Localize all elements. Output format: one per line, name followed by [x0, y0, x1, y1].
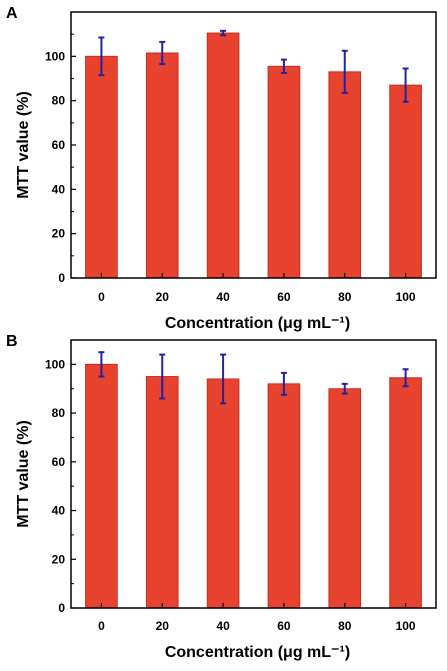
bar — [389, 84, 422, 279]
bar — [85, 363, 118, 609]
bar — [85, 55, 118, 279]
bar — [267, 65, 301, 279]
x-tick-label: 100 — [396, 290, 416, 304]
y-axis-title: MTT value (%) — [15, 91, 32, 199]
x-tick-label: 0 — [98, 290, 105, 304]
x-axis-title: Concentration (μg mL⁻¹) — [165, 315, 350, 332]
y-tick-label: 20 — [52, 227, 66, 241]
x-axis-title: Concentration (μg mL⁻¹) — [165, 644, 350, 661]
panel-b: B 0 20 40 60 80 100 0 20 40 60 80 100 Concentration (… — [6, 333, 437, 661]
x-tick-label: 40 — [216, 290, 230, 304]
bar — [145, 376, 179, 609]
x-tick-label: 80 — [338, 619, 352, 633]
panel-label: B — [6, 333, 18, 350]
bar — [389, 377, 422, 609]
y-tick-label: 60 — [52, 138, 66, 152]
plot-frame — [70, 11, 437, 279]
x-tick-label: 80 — [338, 290, 352, 304]
y-axis-title: MTT value (%) — [15, 420, 32, 528]
x-tick-label: 60 — [277, 290, 291, 304]
bar — [328, 71, 362, 279]
plot-frame — [70, 339, 437, 609]
y-tick-label: 0 — [58, 271, 65, 285]
y-tick-label: 80 — [52, 406, 66, 420]
bar — [206, 32, 240, 279]
bar — [328, 388, 362, 609]
y-tick-label: 60 — [52, 455, 66, 469]
x-tick-label: 20 — [156, 619, 170, 633]
y-tick-label: 80 — [52, 94, 66, 108]
x-tick-label: 0 — [98, 619, 105, 633]
panel-label: A — [6, 5, 18, 22]
x-tick-label: 60 — [277, 619, 291, 633]
y-tick-label: 0 — [58, 601, 65, 615]
y-tick-label: 40 — [52, 504, 66, 518]
bar — [206, 378, 240, 609]
x-tick-label: 100 — [396, 619, 416, 633]
y-tick-label: 100 — [45, 49, 65, 63]
bar — [145, 52, 179, 279]
y-tick-label: 100 — [45, 357, 65, 371]
y-tick-label: 20 — [52, 552, 66, 566]
x-tick-label: 20 — [156, 290, 170, 304]
panel-a: A 0 20 40 60 80 100 0 20 40 60 80 100 Concentration (… — [6, 5, 437, 332]
x-tick-label: 40 — [216, 619, 230, 633]
bar — [267, 383, 301, 609]
y-tick-label: 40 — [52, 182, 66, 196]
